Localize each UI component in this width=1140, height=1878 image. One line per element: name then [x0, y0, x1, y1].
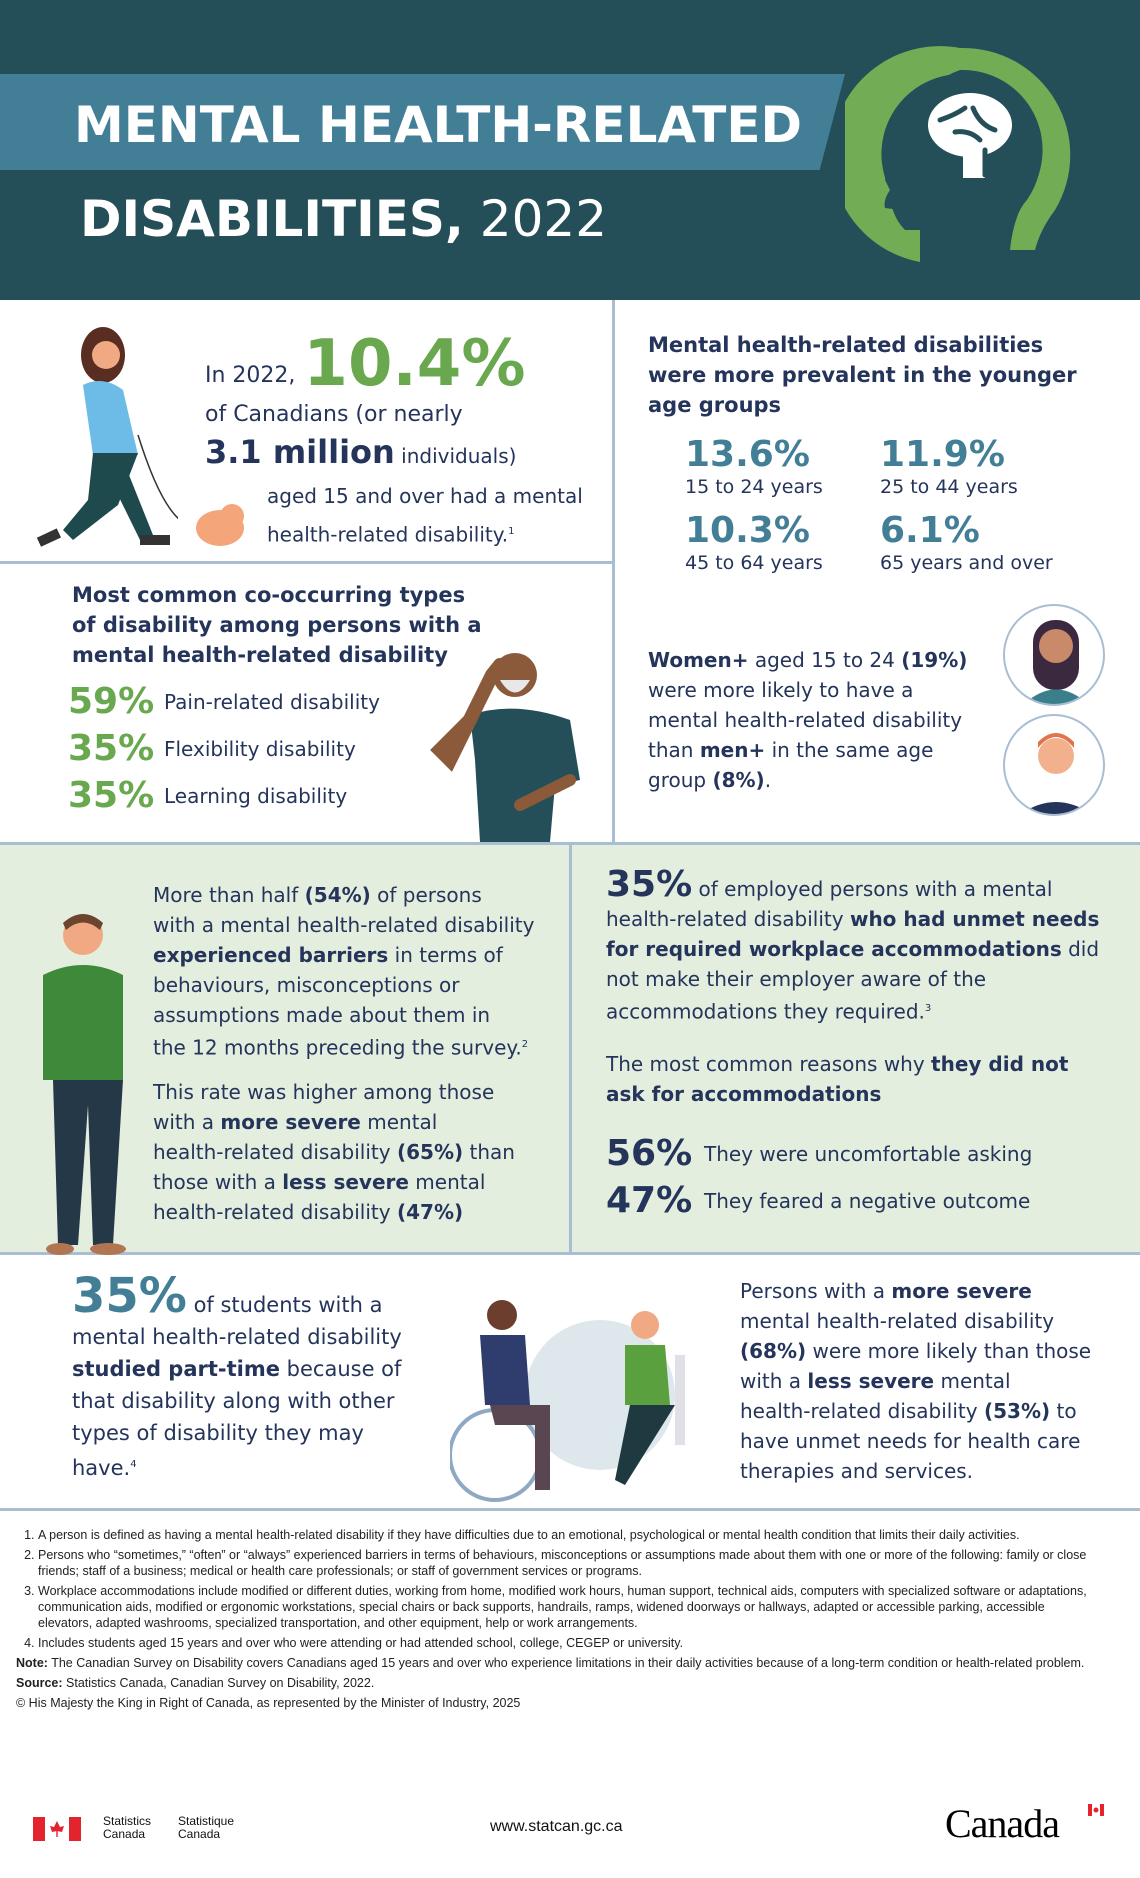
gender-comparison-text: Women+ aged 15 to 24 (19%) were more lik… — [648, 648, 968, 792]
overview-stat: In 2022, 10.4% of Canadians (or nearly 3… — [205, 330, 583, 553]
workplace-text: 35% of employed persons with a mental he… — [606, 864, 1100, 1106]
age-groups-grid: 13.6% 15 to 24 years 11.9% 25 to 44 years … — [685, 435, 1105, 575]
older-man-illustration — [430, 640, 590, 842]
woman-avatar — [1003, 604, 1105, 706]
health-care-text: Persons with a more severe mental health… — [740, 1279, 1092, 1483]
age-group-item: 6.1% 65 years and over — [880, 510, 1053, 575]
overview-line: of Canadians (or nearly — [205, 402, 463, 427]
divider — [0, 561, 612, 564]
reasons-list: 56% They were uncomfortable asking 47% The… — [606, 1130, 1032, 1224]
statcan-fr: Statistique Canada — [178, 1814, 235, 1841]
footnote-1: A person is defined as having a mental h… — [38, 1527, 1096, 1543]
divider — [0, 1508, 1140, 1511]
page-title-line1: MENTAL HEALTH-RELATED — [74, 96, 803, 154]
footnotes: A person is defined as having a mental h… — [16, 1527, 1096, 1711]
co-occurring-item: 59% Pain-related disability — [68, 681, 380, 722]
source: Source: Statistics Canada, Canadian Surv… — [16, 1676, 375, 1690]
canada-flag-icon — [33, 1817, 81, 1841]
co-occurring-list: 59% Pain-related disability 35% Flexibilit… — [68, 678, 380, 819]
overview-line: aged 15 and over had a mental — [267, 484, 583, 508]
divider — [612, 300, 615, 842]
footnote-4: Includes students aged 15 years and over… — [38, 1635, 1096, 1651]
co-occurring-item: 35% Flexibility disability — [68, 728, 356, 769]
age-group-item: 10.3% 45 to 64 years — [685, 510, 823, 575]
reason-item: 56% They were uncomfortable asking — [606, 1133, 1033, 1174]
co-occurring-item: 35% Learning disability — [68, 775, 348, 816]
worried-man-illustration — [38, 905, 138, 1255]
title-banner — [0, 74, 845, 170]
copyright: © His Majesty the King in Right of Canad… — [16, 1696, 521, 1710]
co-occurring-heading: Most common co-occurring types of disabi… — [72, 583, 482, 667]
dog-illustration — [190, 500, 250, 550]
website-link[interactable]: www.statcan.gc.ca — [490, 1818, 623, 1835]
wordmark-flag-icon — [1088, 1801, 1104, 1816]
note: Note: The Canadian Survey on Disability … — [16, 1656, 1085, 1670]
wheelchair-counselling-illustration — [448, 1295, 700, 1510]
canada-wordmark: Canada — [945, 1801, 1060, 1846]
man-avatar — [1003, 714, 1105, 816]
reason-item: 47% They feared a negative outcome — [606, 1180, 1031, 1221]
age-group-item: 11.9% 25 to 44 years — [880, 434, 1018, 499]
head-brain-icon — [831, 40, 1075, 270]
divider — [0, 842, 1140, 845]
statcan-en: Statistics Canada — [103, 1814, 152, 1841]
footnote-2: Persons who “sometimes,” “often” or “alw… — [38, 1547, 1096, 1579]
intro-text: In 2022, — [205, 363, 296, 388]
age-group-item: 13.6% 15 to 24 years — [685, 434, 823, 499]
students-text: 35% of students with a mental health-rel… — [72, 1268, 402, 1480]
page-title-line2: DISABILITIES, 2022 — [80, 190, 608, 248]
age-groups-heading: Mental health-related disabilities were … — [648, 333, 1077, 417]
footnote-3: Workplace accommodations include modifie… — [38, 1583, 1096, 1631]
overview-count: 3.1 million individuals) — [205, 433, 517, 471]
woman-walking-dog-illustration — [28, 325, 189, 565]
overview-line: health-related disability.1 — [267, 522, 515, 547]
barriers-text: More than half (54%) of persons with a m… — [153, 883, 535, 1224]
divider — [0, 1252, 1140, 1255]
overall-percent: 10.4% — [303, 327, 526, 401]
divider — [569, 845, 572, 1252]
